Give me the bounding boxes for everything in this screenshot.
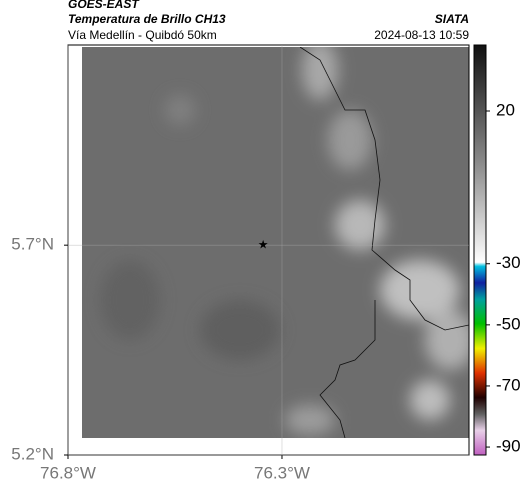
title: Temperatura de Brillo CH13 — [68, 12, 226, 26]
colorbar-tick-label: -50 — [496, 314, 521, 333]
product: GOES-EAST — [68, 0, 140, 11]
location-marker: ★ — [258, 237, 269, 251]
y-tick-label: 5.2°N — [11, 444, 54, 463]
subtitle: Vía Medellín - Quibdó 50km — [68, 28, 217, 42]
colorbar — [473, 44, 487, 456]
y-tick-label: 5.7°N — [11, 235, 54, 254]
colorbar-tick-label: -90 — [496, 437, 521, 456]
x-tick-label: 76.3°W — [254, 463, 310, 482]
satellite-image — [82, 47, 469, 438]
colorbar-tick-label: -30 — [496, 253, 521, 272]
header: GOES-EAST Temperatura de Brillo CH13 Vía… — [68, 0, 469, 42]
source: SIATA — [435, 12, 469, 26]
colorbar-tick-label: -70 — [496, 375, 521, 394]
x-tick-label: 76.8°W — [40, 463, 96, 482]
colorbar-tick-label: 20 — [496, 100, 515, 119]
datetime: 2024-08-13 10:59 — [374, 28, 469, 42]
